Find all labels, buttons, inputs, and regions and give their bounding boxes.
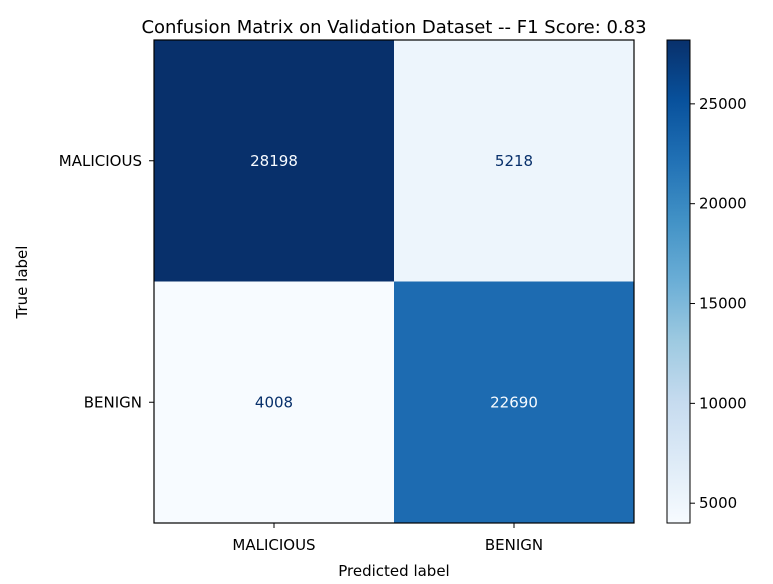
x-tick-label: MALICIOUS [232,536,315,554]
y-axis-ticks: MALICIOUS BENIGN [59,152,154,411]
colorbar-tick-label: 10000 [699,394,747,412]
matrix-cell [394,40,634,282]
y-tick-label: MALICIOUS [59,152,142,170]
colorbar-tick-label: 25000 [699,95,747,113]
colorbar-ticks: 5000 10000 15000 20000 25000 [690,95,747,512]
matrix-cell [394,281,634,523]
colorbar-tick-label: 15000 [699,295,747,313]
y-axis-label: True label [13,246,31,320]
cell-value-label: 4008 [255,393,293,411]
chart-title: Confusion Matrix on Validation Dataset -… [141,17,646,38]
x-axis-ticks: MALICIOUS BENIGN [232,523,543,554]
x-tick-label: BENIGN [485,536,543,554]
x-axis-label: Predicted label [338,562,449,580]
matrix-frame [153,39,635,524]
matrix-cell [154,281,394,523]
colorbar [666,39,691,524]
matrix-cell [154,40,394,282]
y-tick-label: BENIGN [84,393,142,411]
cell-value-label: 22690 [490,393,538,411]
cell-value-label: 28198 [250,152,298,170]
colorbar-tick-label: 5000 [699,494,737,512]
colorbar-tick-label: 20000 [699,195,747,213]
cell-value-label: 5218 [495,152,533,170]
matrix-cells: 28198 5218 4008 22690 [154,40,634,523]
